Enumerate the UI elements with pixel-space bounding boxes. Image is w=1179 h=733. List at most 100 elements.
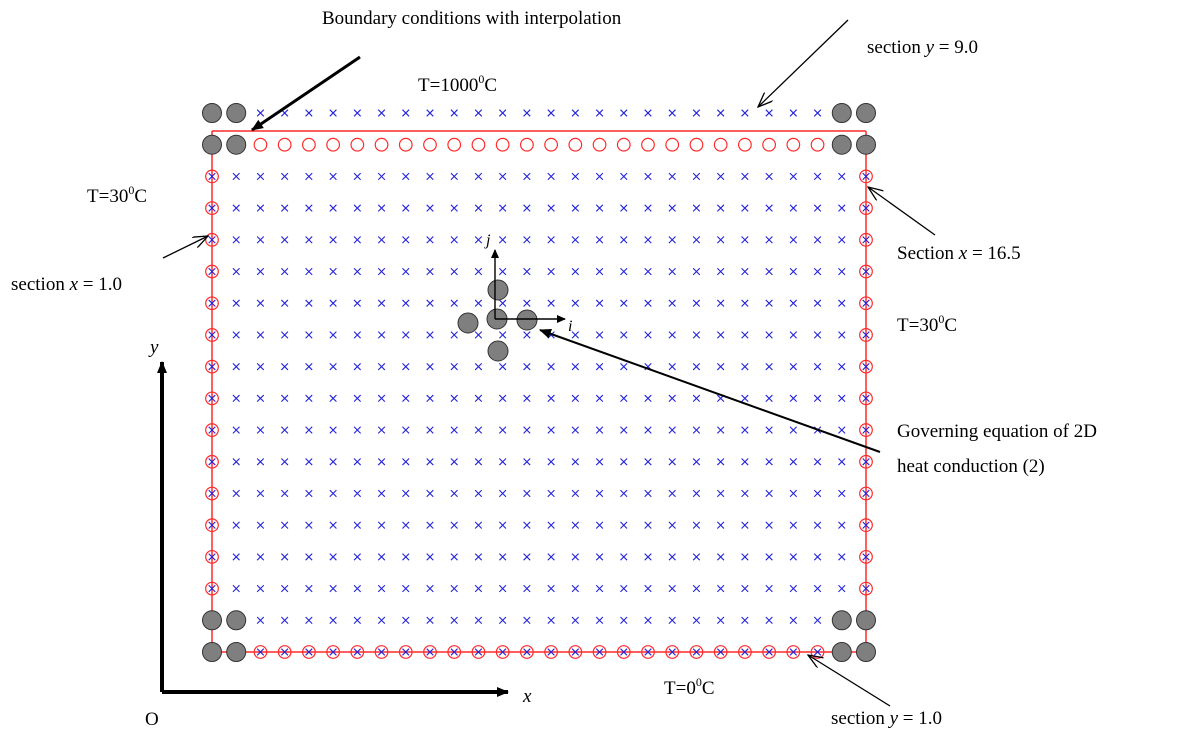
interior-point: [232, 204, 240, 212]
interior-point: [741, 489, 749, 498]
y-axis-label: y: [150, 337, 159, 358]
boundary-point: [616, 137, 631, 152]
interior-point: [595, 362, 604, 371]
interior-point: [450, 362, 458, 371]
boundary-point: [859, 549, 873, 564]
section-x165-arrow: [868, 187, 936, 236]
interior-point: [571, 109, 580, 117]
interior-point: [353, 458, 362, 466]
interior-point: [571, 458, 580, 466]
interior-point: [644, 489, 652, 498]
interior-point: [692, 648, 701, 656]
interior-point: [498, 394, 507, 403]
interior-point: [862, 553, 870, 561]
interior-point: [377, 236, 386, 244]
interior-point: [232, 331, 240, 339]
interior-point: [620, 236, 628, 244]
interior-point: [862, 458, 870, 466]
boundary-point: [689, 137, 704, 152]
boundary-point: [423, 645, 437, 659]
corner-node: [831, 610, 852, 631]
x-axis-label: x: [523, 686, 532, 707]
interior-point: [668, 648, 676, 656]
interior-point: [523, 299, 531, 307]
interior-point: [668, 109, 676, 117]
interior-point: [620, 584, 628, 593]
stencil-node-top: [487, 279, 509, 301]
interior-point: [280, 648, 289, 656]
interior-point: [208, 236, 216, 244]
interior-point: [280, 204, 289, 212]
interior-point: [450, 331, 458, 339]
interior-point: [571, 331, 580, 339]
boundary-point: [859, 486, 873, 501]
interior-point: [280, 172, 289, 181]
interior-point: [208, 362, 216, 371]
interior-point: [716, 267, 725, 276]
interior-point: [813, 362, 822, 371]
interior-point: [620, 331, 628, 339]
interior-point: [305, 267, 313, 276]
interior-point: [620, 489, 628, 498]
interior-point: [716, 331, 725, 339]
interior-point: [498, 299, 507, 307]
interior-point: [208, 553, 216, 561]
boundary-point: [665, 137, 680, 152]
interior-point: [620, 109, 628, 117]
interior-point: [668, 172, 676, 181]
interior-point: [329, 236, 337, 244]
interior-point: [620, 458, 628, 466]
interior-point: [741, 267, 749, 276]
interior-point: [813, 584, 822, 593]
interior-point: [547, 458, 555, 466]
interior-point: [498, 458, 507, 466]
interior-point: [280, 267, 289, 276]
interior-point: [813, 489, 822, 498]
interior-point: [256, 362, 265, 371]
interior-point: [353, 426, 362, 434]
interior-point: [765, 584, 773, 593]
stencil-j-label: j: [486, 232, 491, 249]
interior-point: [692, 109, 701, 117]
interior-point: [547, 299, 555, 307]
interior-point: [208, 394, 216, 403]
interior-point: [644, 299, 652, 307]
boundary-point: [859, 581, 873, 596]
interior-point: [402, 553, 410, 561]
interior-point: [692, 394, 701, 403]
interior-point: [838, 584, 846, 593]
interior-point: [571, 204, 580, 212]
interior-point: [644, 204, 652, 212]
boundary-point: [689, 645, 704, 659]
interior-point: [668, 426, 676, 434]
interior-point: [232, 394, 240, 403]
interior-point: [571, 584, 580, 593]
interior-point: [741, 362, 749, 371]
interior-point: [208, 489, 216, 498]
interior-point: [402, 109, 410, 117]
boundary-point: [519, 645, 534, 659]
boundary-point: [205, 518, 219, 533]
interior-point: [692, 489, 701, 498]
interior-point: [571, 648, 580, 656]
interior-point: [789, 553, 798, 561]
interior-point: [523, 236, 531, 244]
interior-point: [256, 616, 265, 624]
interior-point: [474, 362, 483, 371]
interior-point: [450, 299, 458, 307]
corner-node: [856, 103, 876, 123]
interior-point: [305, 489, 313, 498]
interior-point: [862, 204, 870, 212]
interior-point: [765, 267, 773, 276]
section-x165-label: Section x = 16.5: [897, 243, 1021, 264]
boundary-point: [471, 137, 486, 152]
interior-point: [232, 458, 240, 466]
interior-point: [402, 458, 410, 466]
interior-point: [280, 458, 289, 466]
interior-point: [620, 362, 628, 371]
interior-point: [426, 648, 434, 656]
interior-point: [620, 394, 628, 403]
interior-point: [377, 267, 386, 276]
interior-point: [620, 267, 628, 276]
interior-point: [232, 584, 240, 593]
